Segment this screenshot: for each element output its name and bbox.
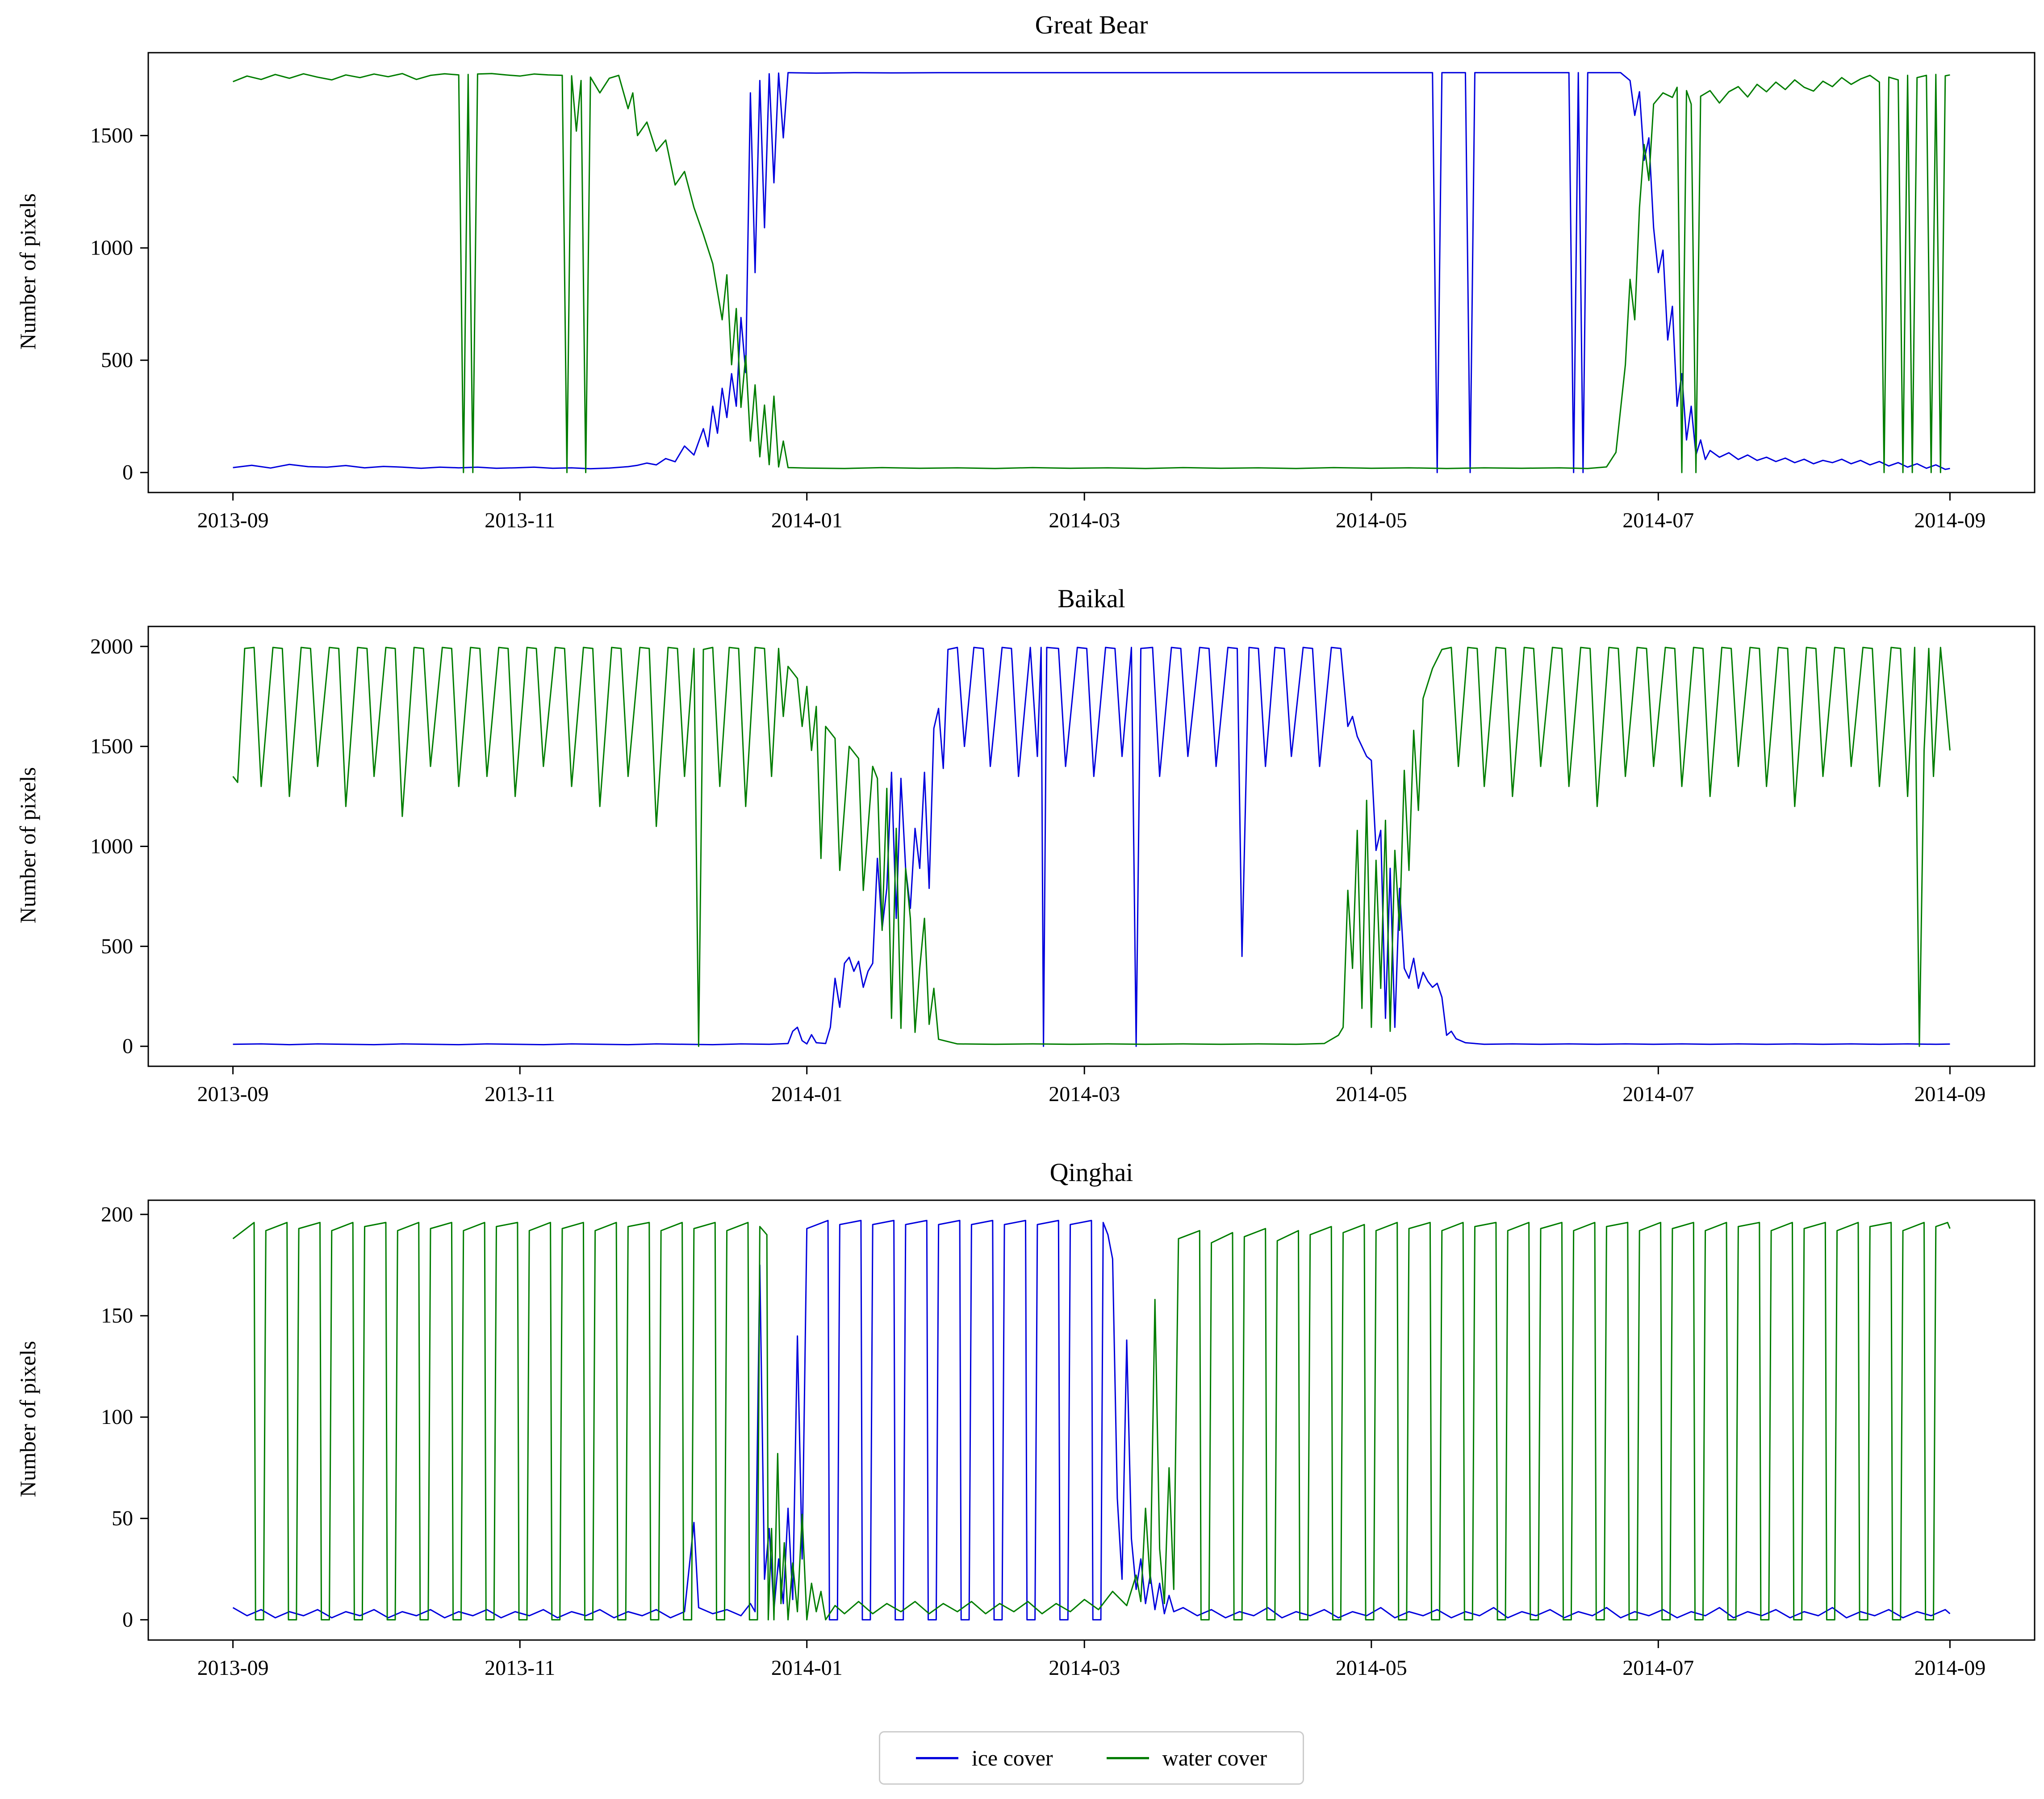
svg-text:2013-09: 2013-09 <box>197 509 269 532</box>
panel-qinghai: Qinghai Number of pixels 0 50 100 150 200 201… <box>0 1151 2044 1725</box>
svg-text:0: 0 <box>122 461 133 484</box>
svg-text:2014-09: 2014-09 <box>1914 1656 1985 1680</box>
y-axis-label-great-bear: Number of pixels <box>15 193 40 350</box>
svg-text:2014-03: 2014-03 <box>1049 1082 1120 1106</box>
y-axis-label-baikal: Number of pixels <box>15 767 40 923</box>
svg-text:2014-05: 2014-05 <box>1336 1656 1407 1680</box>
svg-text:2013-09: 2013-09 <box>197 1082 269 1106</box>
svg-text:100: 100 <box>101 1405 133 1429</box>
panel-baikal: Baikal Number of pixels 0 500 1000 1500 2000… <box>0 577 2044 1151</box>
svg-text:2014-07: 2014-07 <box>1622 1082 1694 1106</box>
svg-text:150: 150 <box>101 1304 133 1327</box>
svg-text:500: 500 <box>101 348 133 372</box>
y-axis-label-qinghai: Number of pixels <box>15 1341 40 1497</box>
svg-text:2014-09: 2014-09 <box>1914 1082 1985 1106</box>
legend-label-water-cover: water cover <box>1162 1745 1267 1770</box>
chart-great-bear-canvas: 0 500 1000 1500 2013-09 2013-11 2014-01 2014-03… <box>90 52 2036 532</box>
svg-text:2014-05: 2014-05 <box>1336 1082 1407 1106</box>
ice-cover-line-swatch <box>915 1757 958 1759</box>
svg-text:2013-11: 2013-11 <box>485 509 555 532</box>
svg-text:1500: 1500 <box>90 124 133 147</box>
svg-text:2014-03: 2014-03 <box>1049 1656 1120 1680</box>
chart-qinghai-canvas: 0 50 100 150 200 2013-09 2013-11 2014-01 2014-03… <box>101 1199 2036 1680</box>
svg-text:1500: 1500 <box>90 735 133 758</box>
svg-text:2014-01: 2014-01 <box>771 1656 843 1680</box>
svg-text:2014-01: 2014-01 <box>771 1082 843 1106</box>
svg-text:1000: 1000 <box>90 835 133 858</box>
legend-item-water-cover: water cover <box>1106 1745 1267 1771</box>
svg-text:2014-05: 2014-05 <box>1336 509 1407 532</box>
svg-text:500: 500 <box>101 935 133 958</box>
svg-text:2014-09: 2014-09 <box>1914 509 1985 532</box>
svg-text:2014-07: 2014-07 <box>1622 1656 1694 1680</box>
chart-title-qinghai: Qinghai <box>1049 1158 1133 1187</box>
legend-item-ice-cover: ice cover <box>915 1745 1053 1771</box>
svg-text:2013-09: 2013-09 <box>197 1656 269 1680</box>
chart-title-baikal: Baikal <box>1058 584 1125 613</box>
svg-text:2014-03: 2014-03 <box>1049 509 1120 532</box>
svg-text:2014-01: 2014-01 <box>771 509 843 532</box>
water-cover-line-swatch <box>1106 1757 1149 1759</box>
svg-text:2014-07: 2014-07 <box>1622 509 1694 532</box>
legend: ice cover water cover <box>0 1731 2044 1785</box>
legend-box: ice cover water cover <box>878 1731 1304 1785</box>
svg-text:0: 0 <box>122 1608 133 1632</box>
legend-label-ice-cover: ice cover <box>971 1745 1053 1770</box>
svg-text:2013-11: 2013-11 <box>485 1082 555 1106</box>
svg-text:2000: 2000 <box>90 634 133 658</box>
svg-text:0: 0 <box>122 1035 133 1058</box>
svg-text:2013-11: 2013-11 <box>485 1656 555 1680</box>
svg-text:200: 200 <box>101 1202 133 1226</box>
chart-title-great-bear: Great Bear <box>1035 10 1148 39</box>
svg-text:1000: 1000 <box>90 236 133 260</box>
svg-text:50: 50 <box>112 1507 133 1530</box>
chart-baikal-canvas: 0 500 1000 1500 2000 2013-09 2013-11 2014-01 201… <box>90 626 2036 1106</box>
panel-great-bear: Great Bear Number of pixels 0 500 1000 1500… <box>0 4 2044 577</box>
